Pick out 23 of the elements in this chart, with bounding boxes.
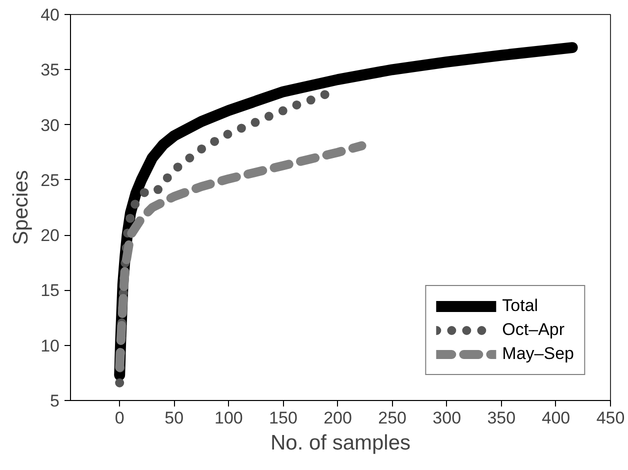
y-tick-label: 15 [40,281,60,300]
y-tick-label: 35 [40,60,60,80]
x-tick-label: 250 [378,408,407,428]
y-tick-label: 25 [40,170,60,190]
y-tick-label: 20 [40,226,60,246]
legend-label: Total [502,296,538,316]
x-tick-label: 150 [269,408,298,428]
x-tick-label: 350 [487,408,516,428]
x-tick-label: 400 [542,408,570,428]
x-tick-label: 450 [596,408,625,428]
legend-label: May–Sep [502,344,574,364]
legend-label: Oct–Apr [502,320,565,340]
y-axis-title: Species [10,170,33,245]
x-tick-label: 0 [114,408,124,428]
y-tick-label: 30 [40,116,60,135]
x-tick-label: 50 [164,408,184,428]
y-tick-label: 10 [40,336,60,356]
y-tick-label: 40 [40,6,60,24]
x-tick-label: 100 [214,408,243,428]
x-axis-title: No. of samples [270,432,411,454]
x-tick-label: 300 [432,408,462,428]
y-tick-label: 5 [50,392,60,410]
x-tick-label: 200 [324,408,352,428]
